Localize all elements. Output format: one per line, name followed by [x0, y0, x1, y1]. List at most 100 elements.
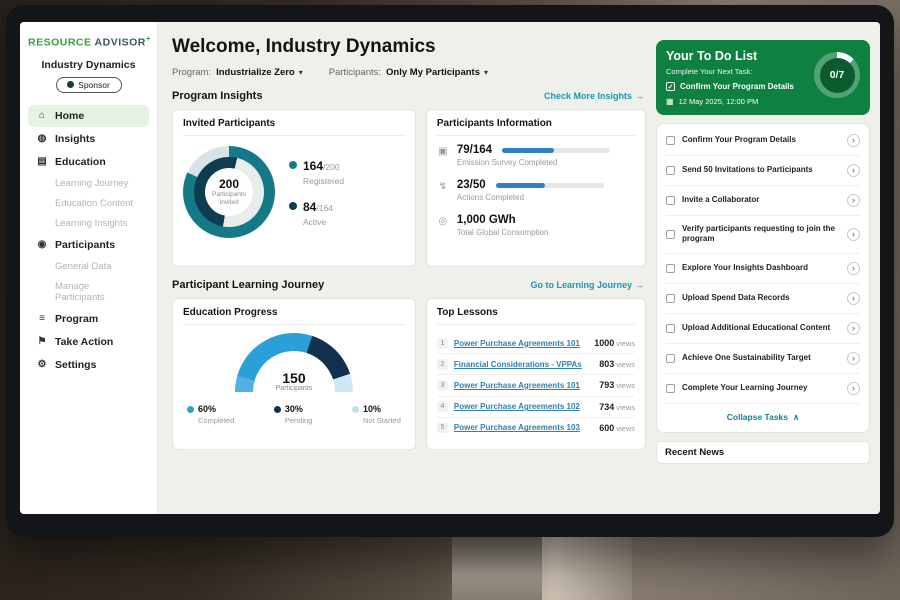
progress-bar — [496, 183, 604, 188]
legend-dot-icon — [187, 406, 194, 413]
lesson-row: 1 Power Purchase Agreements 101 1000view… — [437, 333, 635, 354]
sidebar-item-learning-insights[interactable]: Learning Insights — [28, 214, 149, 233]
sidebar-item-education[interactable]: ▤ Education — [28, 151, 149, 173]
sidebar-item-participants[interactable]: ◉ Participants — [28, 234, 149, 256]
go-to-learning-journey-link[interactable]: Go to Learning Journey→ — [530, 280, 644, 290]
brand-part2: ADVISOR — [95, 37, 146, 49]
chevron-right-icon[interactable]: › — [847, 292, 860, 305]
list-icon: ≡ — [36, 313, 48, 324]
arrow-right-icon: → — [635, 91, 644, 101]
program-insights-cards: Invited Participants 200 Participants In… — [172, 109, 646, 267]
sidebar-item-general-data[interactable]: General Data — [28, 257, 149, 276]
top-lessons-card: Top Lessons 1 Power Purchase Agreements … — [426, 298, 646, 450]
chevron-right-icon[interactable]: › — [847, 194, 860, 207]
check-more-insights-link[interactable]: Check More Insights→ — [544, 91, 644, 101]
collapse-tasks-button[interactable]: Collapse Tasks ∧ — [666, 404, 860, 430]
sidebar-item-learning-journey[interactable]: Learning Journey — [28, 174, 149, 193]
participants-information-card: Participants Information ▣ 79/164 Emissi… — [426, 109, 646, 267]
task-checkbox[interactable] — [666, 324, 675, 333]
task-checkbox[interactable] — [666, 264, 675, 273]
chevron-right-icon[interactable]: › — [847, 164, 860, 177]
lesson-row: 3 Power Purchase Agreements 101 793views — [437, 375, 635, 396]
task-checkbox[interactable] — [666, 166, 675, 175]
views-count: 793views — [599, 380, 635, 390]
sidebar-item-label: Manage Participants — [55, 281, 141, 303]
legend-dot-icon — [289, 202, 297, 210]
todo-task-row[interactable]: Send 50 Invitations to Participants › — [666, 156, 860, 186]
program-label: Program: — [172, 67, 211, 78]
recent-news-header[interactable]: Recent News — [656, 441, 870, 464]
chevron-right-icon[interactable]: › — [847, 228, 860, 241]
todo-task-row[interactable]: Complete Your Learning Journey › — [666, 374, 860, 404]
sidebar-item-label: Insights — [55, 133, 95, 145]
rank-badge: 2 — [437, 359, 448, 370]
todo-task-row[interactable]: Explore Your Insights Dashboard › — [666, 254, 860, 284]
chevron-right-icon[interactable]: › — [847, 134, 860, 147]
todo-task-row[interactable]: Verify participants requesting to join t… — [666, 216, 860, 254]
lesson-link[interactable]: Power Purchase Agreements 101 — [454, 339, 588, 348]
todo-column: Your To Do List Complete Your Next Task:… — [656, 32, 870, 514]
task-checkbox[interactable] — [666, 196, 675, 205]
task-checkbox[interactable] — [666, 384, 675, 393]
sidebar-item-take-action[interactable]: ⚑ Take Action — [28, 331, 149, 353]
task-checkbox[interactable]: ✓ — [666, 82, 675, 91]
card-title: Participants Information — [437, 118, 635, 136]
invited-donut-chart: 200 Participants Invited — [183, 146, 275, 238]
todo-task-row[interactable]: Upload Spend Data Records › — [666, 284, 860, 314]
todo-task-row[interactable]: Upload Additional Educational Content › — [666, 314, 860, 344]
sidebar: RESOURCE ADVISOR+ Industry Dynamics Spon… — [20, 22, 158, 514]
lesson-link[interactable]: Power Purchase Agreements 101 — [454, 381, 593, 390]
chevron-right-icon[interactable]: › — [847, 322, 860, 335]
views-count: 803views — [599, 359, 635, 369]
legend-dot-icon — [352, 406, 359, 413]
learning-journey-header: Participant Learning Journey Go to Learn… — [172, 279, 644, 291]
todo-task-row[interactable]: Achieve One Sustainability Target › — [666, 344, 860, 374]
next-task[interactable]: ✓ Confirm Your Program Details — [666, 82, 806, 91]
chevron-right-icon[interactable]: › — [847, 262, 860, 275]
stat-global-consumption: ◎ 1,000 GWh Total Global Consumption — [437, 214, 635, 237]
todo-task-row[interactable]: Confirm Your Program Details › — [666, 126, 860, 156]
legend-dot-icon — [274, 406, 281, 413]
views-count: 734views — [599, 402, 635, 412]
education-legend: 60% Completed 30% Pending 10% Not Starte… — [183, 404, 405, 425]
section-title: Participant Learning Journey — [172, 279, 324, 291]
donut-center-value: 200 — [219, 177, 239, 191]
todo-progress-value: 0/7 — [820, 58, 855, 93]
learning-journey-cards: Education Progress 150 Participants — [172, 298, 646, 450]
lesson-link[interactable]: Power Purchase Agreements 103 — [454, 423, 593, 432]
chevron-up-icon: ∧ — [793, 412, 799, 423]
home-icon: ⌂ — [36, 110, 48, 121]
legend-item-not-started: 10% Not Started — [352, 404, 401, 425]
task-checkbox[interactable] — [666, 230, 675, 239]
section-title: Program Insights — [172, 90, 262, 102]
brand-plus: + — [146, 34, 151, 43]
task-checkbox[interactable] — [666, 136, 675, 145]
lesson-link[interactable]: Power Purchase Agreements 102 — [454, 402, 593, 411]
task-checkbox[interactable] — [666, 354, 675, 363]
lesson-row: 4 Power Purchase Agreements 102 734views — [437, 397, 635, 418]
chevron-right-icon[interactable]: › — [847, 382, 860, 395]
legend-item-active: 84/164 Active — [289, 198, 344, 227]
sidebar-item-home[interactable]: ⌂ Home — [28, 105, 149, 127]
education-gauge-chart: 150 Participants — [235, 333, 353, 392]
calendar-icon: ▦ — [666, 97, 674, 106]
todo-progress-ring: 0/7 — [814, 52, 860, 98]
task-checkbox[interactable] — [666, 294, 675, 303]
participants-dropdown[interactable]: Participants: Only My Participants ▾ — [329, 67, 488, 78]
participants-value: Only My Participants — [386, 67, 480, 78]
sidebar-item-education-content[interactable]: Education Content — [28, 194, 149, 213]
program-dropdown[interactable]: Program: Industrialize Zero ▾ — [172, 67, 303, 78]
sidebar-item-settings[interactable]: ⚙ Settings — [28, 354, 149, 376]
sponsor-badge[interactable]: Sponsor — [56, 77, 122, 93]
donut-center-label: Participants Invited — [209, 191, 249, 207]
sidebar-item-program[interactable]: ≡ Program — [28, 308, 149, 330]
todo-task-row[interactable]: Invite a Collaborator › — [666, 186, 860, 216]
sidebar-item-label: Education Content — [55, 198, 133, 209]
brand-logo: RESOURCE ADVISOR+ — [28, 34, 149, 49]
lesson-link[interactable]: Financial Considerations - VPPAs — [454, 360, 593, 369]
invited-participants-card: Invited Participants 200 Participants In… — [172, 109, 416, 267]
sidebar-item-insights[interactable]: ◍ Insights — [28, 128, 149, 150]
chevron-down-icon: ▾ — [484, 68, 488, 77]
sidebar-item-manage-participants[interactable]: Manage Participants — [28, 277, 149, 307]
chevron-right-icon[interactable]: › — [847, 352, 860, 365]
